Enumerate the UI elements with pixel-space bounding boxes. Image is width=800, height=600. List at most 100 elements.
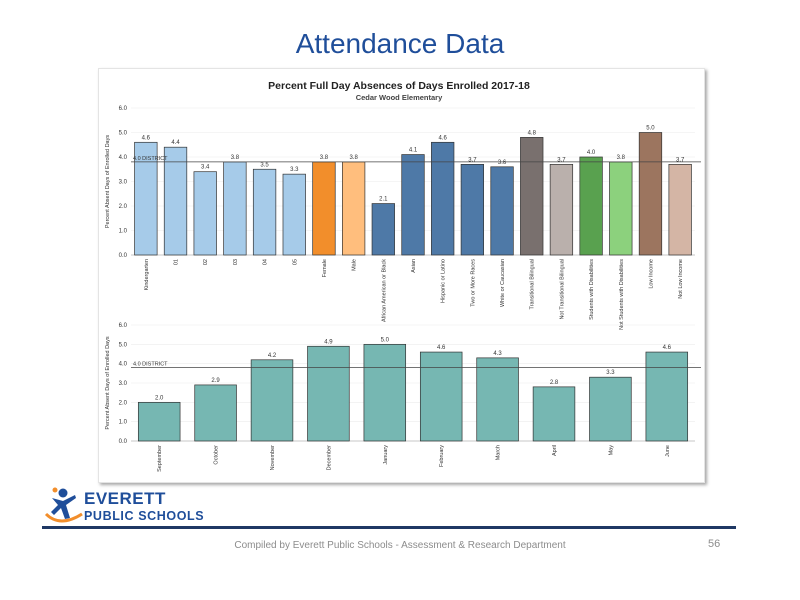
bar (520, 137, 544, 256)
bar (312, 161, 336, 256)
bar-value-label: 3.6 (498, 160, 507, 166)
x-category-label: April (552, 445, 558, 456)
bar-value-label: 4.6 (663, 345, 672, 351)
chart-months: 0.0 1.0 2.0 3.0 4.0 5.0 6.0 Percent Absent Days… (105, 323, 701, 472)
bar (252, 168, 277, 256)
bar (342, 161, 366, 256)
bar-value-label: 3.8 (349, 155, 358, 161)
y-axis-label: Percent Absent Days of Enrolled Days (105, 135, 111, 228)
bar-value-label: 2.8 (550, 380, 559, 386)
bar-value-label: 3.8 (617, 155, 626, 161)
x-category-label: Transitional Bilingual (530, 259, 536, 310)
x-category-label: Male (352, 259, 358, 271)
bar (193, 171, 217, 256)
x-category-label: February (439, 445, 445, 467)
bar-value-label: 4.0 (587, 150, 596, 156)
y-tick-label: 0.0 (119, 439, 128, 445)
bar (460, 163, 484, 256)
x-category-label: 02 (203, 259, 209, 265)
bar (532, 386, 576, 442)
x-category-label: 03 (233, 259, 239, 265)
bar-value-label: 5.0 (646, 126, 655, 132)
chart-subgroups: 0.0 1.0 2.0 3.0 4.0 5.0 6.0 Percent Absent Days… (105, 106, 701, 330)
bar (645, 351, 689, 442)
bar (307, 345, 350, 442)
bar-value-label: 3.5 (260, 162, 269, 168)
page-number: 56 (708, 538, 721, 550)
y-tick-label: 4.0 (119, 155, 128, 161)
bar (490, 166, 514, 256)
bar (371, 203, 395, 256)
x-category-label: 01 (174, 259, 180, 265)
x-category-label: Not Transitional Bilingual (559, 259, 565, 320)
x-category-label: Hispanic or Latino (441, 259, 447, 303)
everett-logo-figure-icon (44, 487, 83, 523)
y-tick-label: 3.0 (119, 180, 128, 186)
y-tick-label: 4.0 (119, 362, 128, 368)
x-category-label: 05 (292, 259, 298, 265)
footer-divider (42, 526, 736, 529)
bar (579, 156, 603, 256)
chart-panel: Percent Full Day Absences of Days Enroll… (98, 68, 705, 483)
slide-title: Attendance Data (295, 28, 505, 59)
y-tick-label: 0.0 (119, 253, 128, 259)
y-tick-label: 1.0 (119, 420, 128, 426)
bar-value-label: 4.9 (324, 339, 333, 345)
bar-value-label: 3.3 (606, 370, 615, 376)
x-category-label: Kindergarten (144, 259, 150, 291)
chart-title: Percent Full Day Absences of Days Enroll… (268, 80, 530, 92)
bar-value-label: 4.4 (171, 140, 180, 146)
bar-value-label: 3.7 (468, 157, 477, 163)
x-category-label: March (496, 445, 502, 460)
reference-line-label: 4.0 DISTRICT (133, 362, 168, 368)
bar-value-label: 4.3 (493, 351, 502, 357)
bar (401, 154, 425, 256)
bar (419, 351, 463, 442)
y-tick-label: 6.0 (119, 323, 128, 329)
bar (163, 146, 188, 256)
bar (589, 376, 632, 442)
bar (282, 173, 306, 256)
bar-value-label: 4.6 (142, 135, 151, 141)
bar (638, 132, 663, 256)
y-tick-label: 5.0 (119, 342, 128, 348)
bar (609, 161, 633, 256)
footer-credit: Compiled by Everett Public Schools - Ass… (234, 540, 566, 551)
bar-value-label: 3.7 (676, 157, 685, 163)
x-category-label: October (214, 445, 220, 465)
bar (137, 401, 181, 442)
x-category-label: Two or More Races (470, 259, 476, 307)
bar-value-label: 4.1 (409, 148, 418, 154)
bar (549, 163, 574, 256)
x-category-label: September (157, 445, 163, 472)
bar-value-label: 3.8 (320, 155, 329, 161)
bar-value-label: 3.7 (557, 157, 566, 163)
x-category-label: Female (322, 259, 328, 277)
bar-value-label: 4.8 (528, 130, 537, 136)
chart-subtitle: Cedar Wood Elementary (356, 93, 443, 102)
x-category-label: Not Students with Disabilities (619, 259, 625, 330)
x-category-label: Low Income (648, 259, 654, 289)
y-tick-label: 2.0 (119, 400, 128, 406)
bar-value-label: 2.0 (155, 395, 164, 401)
y-tick-label: 1.0 (119, 229, 128, 235)
y-axis-label: Percent Absent Days of Enrolled Days (105, 336, 111, 429)
chart-svg: Percent Full Day Absences of Days Enroll… (105, 80, 701, 472)
x-category-label: May (608, 445, 614, 456)
bar (194, 384, 237, 442)
x-category-label: June (665, 445, 671, 457)
x-category-label: 04 (263, 259, 269, 265)
x-category-label: White or Caucasian (500, 259, 506, 307)
bar (250, 359, 294, 442)
bar-value-label: 3.8 (231, 155, 240, 161)
x-category-label: African American or Black (381, 259, 387, 322)
x-category-label: Students with Disabilities (589, 259, 595, 320)
bar (668, 163, 692, 256)
x-category-label: Asian (411, 259, 417, 273)
bar (223, 161, 247, 256)
reference-line-label: 4.0 DISTRICT (133, 156, 168, 162)
bar (363, 343, 407, 442)
x-category-label: November (270, 445, 276, 471)
bar-value-label: 5.0 (381, 337, 390, 343)
bar-value-label: 2.1 (379, 197, 388, 203)
